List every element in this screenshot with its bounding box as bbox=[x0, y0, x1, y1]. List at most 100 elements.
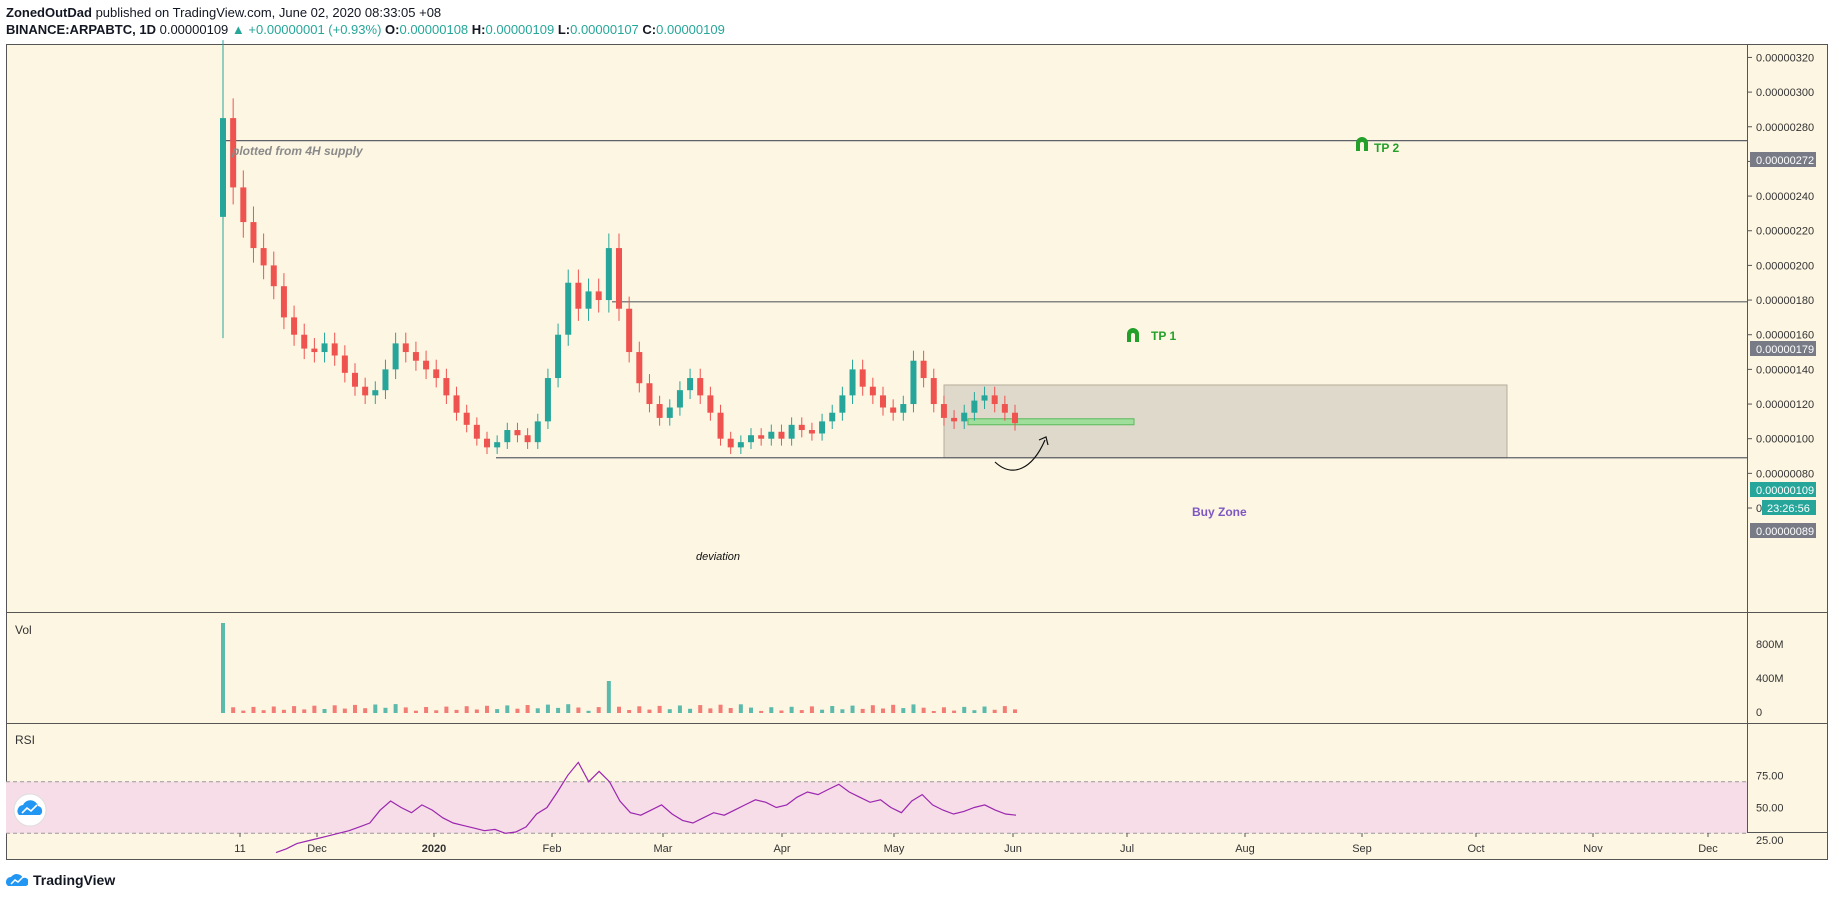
candle-body bbox=[534, 421, 541, 443]
candle-body bbox=[484, 438, 490, 448]
candle-body bbox=[1012, 412, 1018, 424]
time-tick-label: Nov bbox=[1583, 843, 1603, 855]
time-tick-label: Apr bbox=[773, 843, 790, 855]
footer-brand[interactable]: TradingView bbox=[6, 869, 115, 891]
tp2-label: TP 2 bbox=[1374, 141, 1399, 155]
candle-body bbox=[758, 435, 765, 439]
candle-body bbox=[423, 360, 430, 370]
volume-bar bbox=[647, 709, 652, 713]
price-tick-label: 0.00000180 bbox=[1756, 295, 1814, 307]
volume-bar bbox=[627, 710, 632, 713]
volume-bar bbox=[393, 704, 398, 713]
price-tick-label: 0.00000220 bbox=[1756, 226, 1814, 238]
candle-body bbox=[1001, 404, 1008, 413]
volume-bar bbox=[363, 708, 368, 713]
time-tick-label: Jun bbox=[1004, 843, 1022, 855]
candle-body bbox=[544, 378, 551, 422]
candle-body bbox=[971, 400, 978, 413]
volume-bar bbox=[505, 705, 510, 713]
volume-bar bbox=[941, 707, 946, 713]
time-axis[interactable] bbox=[6, 833, 1828, 859]
tradingview-logo-button[interactable] bbox=[13, 793, 47, 827]
candle-body bbox=[301, 334, 308, 349]
candle-body bbox=[372, 390, 379, 396]
candle-body bbox=[626, 308, 633, 353]
volume-bar bbox=[931, 711, 936, 713]
vol-label: Vol bbox=[15, 623, 32, 637]
candle-body bbox=[362, 386, 369, 396]
buy-zone-label: Buy Zone bbox=[1192, 505, 1247, 519]
candle-body bbox=[616, 248, 622, 309]
candle-body bbox=[433, 369, 440, 379]
volume-bar bbox=[952, 710, 957, 713]
volume-bar bbox=[342, 708, 347, 713]
candle-body bbox=[240, 187, 247, 223]
volume-bar bbox=[901, 708, 906, 713]
volume-bar bbox=[596, 707, 601, 713]
symbol-line: BINANCE:ARPABTC, 1D 0.00000109 ▲ +0.0000… bbox=[6, 22, 725, 37]
rsi-label: RSI bbox=[15, 733, 35, 747]
volume-bar bbox=[769, 707, 774, 713]
volume-pane[interactable] bbox=[6, 613, 1747, 723]
candle-body bbox=[768, 431, 775, 439]
volume-bar bbox=[972, 710, 977, 713]
price-tick-label: 0.00000140 bbox=[1756, 364, 1814, 376]
tp1-price-badge-text: 0.00000179 bbox=[1756, 344, 1814, 356]
time-tick-label: Dec bbox=[1698, 843, 1718, 855]
volume-bar bbox=[261, 710, 266, 713]
volume-bar bbox=[617, 706, 621, 713]
volume-bar bbox=[992, 709, 997, 713]
candle-body bbox=[280, 286, 287, 318]
volume-bar bbox=[515, 708, 520, 713]
volume-bar bbox=[444, 706, 449, 713]
volume-bar bbox=[566, 704, 571, 713]
candle-body bbox=[341, 355, 348, 373]
price-tick-label: 0.00000100 bbox=[1756, 434, 1814, 446]
candle-body bbox=[382, 369, 389, 391]
tp1-icon bbox=[1127, 328, 1139, 342]
candle-body bbox=[585, 291, 592, 309]
volume-bar bbox=[688, 708, 693, 713]
countdown-badge bbox=[1762, 500, 1816, 515]
volume-bar bbox=[1013, 709, 1017, 713]
volume-bar bbox=[1002, 706, 1007, 713]
volume-bar bbox=[749, 707, 753, 713]
volume-bar bbox=[586, 710, 591, 713]
volume-bar bbox=[799, 710, 804, 713]
volume-bars-group bbox=[221, 623, 1017, 713]
volume-bar bbox=[413, 710, 418, 713]
tradingview-cloud-icon bbox=[6, 874, 28, 886]
candle-body bbox=[717, 412, 724, 439]
volume-bar bbox=[738, 704, 743, 713]
rsi-tick-labels: 75.00 50.00 25.00 bbox=[1756, 770, 1784, 847]
candle-body bbox=[463, 412, 470, 425]
demand-band[interactable] bbox=[967, 418, 1135, 426]
candle-body bbox=[788, 424, 795, 439]
time-tick-label: Aug bbox=[1235, 843, 1255, 855]
price-change: ▲ +0.00000001 (+0.93%) bbox=[231, 22, 382, 37]
candle-body bbox=[676, 390, 683, 408]
candle-body bbox=[270, 265, 277, 287]
volume-bar bbox=[667, 709, 672, 713]
candle-body bbox=[412, 352, 419, 361]
tp1-label: TP 1 bbox=[1151, 329, 1176, 343]
candle-body bbox=[494, 442, 501, 448]
author-name[interactable]: ZonedOutDad bbox=[6, 5, 92, 20]
time-tick-label: Jul bbox=[1120, 843, 1134, 855]
close-label: C: bbox=[642, 22, 657, 37]
candle-body bbox=[443, 378, 450, 396]
volume-bar bbox=[221, 623, 225, 713]
candle-body bbox=[595, 291, 602, 301]
candle-body bbox=[331, 343, 338, 356]
last-price: 0.00000109 bbox=[159, 22, 229, 37]
high-value: 0.00000109 bbox=[485, 22, 555, 37]
price-pane[interactable] bbox=[6, 44, 1747, 612]
volume-bar bbox=[657, 705, 662, 713]
price-axis[interactable] bbox=[1748, 44, 1828, 832]
candle-body bbox=[666, 407, 673, 418]
volume-bar bbox=[474, 709, 479, 713]
candle-body bbox=[260, 248, 267, 266]
candle-body bbox=[849, 369, 856, 396]
candle-body bbox=[808, 430, 815, 434]
